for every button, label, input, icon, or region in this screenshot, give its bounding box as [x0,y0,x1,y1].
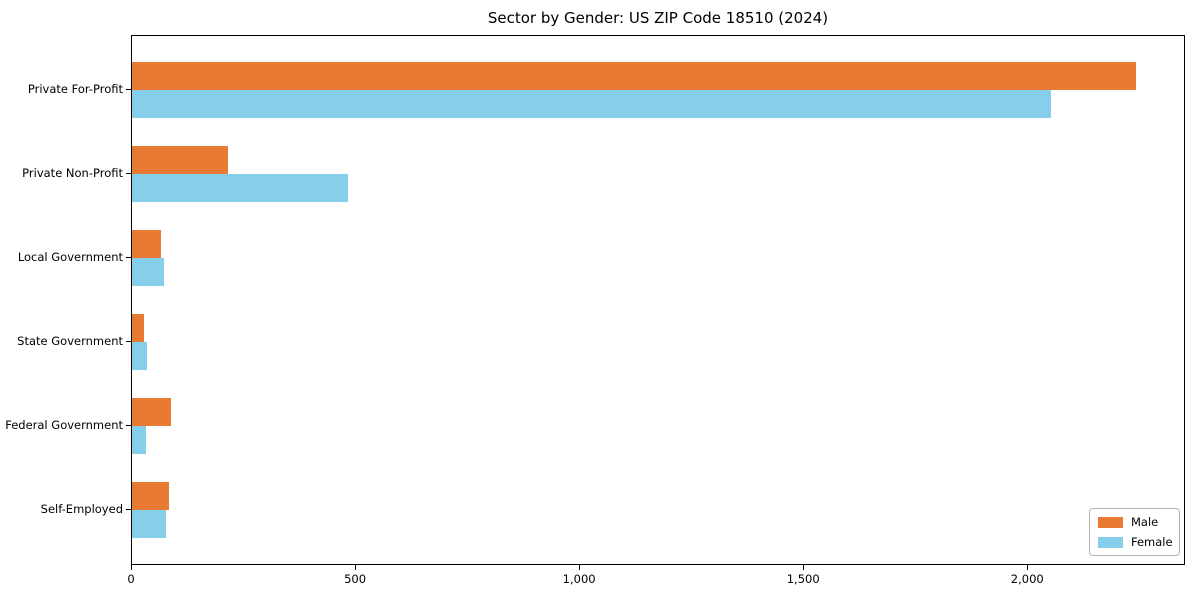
x-axis-tick [355,565,357,570]
legend-label: Male [1131,515,1159,529]
y-axis-tick [126,88,131,90]
bar-female-1 [132,89,1051,118]
chart-title: Sector by Gender: US ZIP Code 18510 (202… [487,9,829,27]
bar-male-3 [132,229,162,258]
x-axis-tick [1027,565,1029,570]
bar-female-4 [132,341,147,370]
legend-label: Female [1131,535,1173,549]
plot-area [131,35,1185,565]
x-axis-tick-label: 1,500 [786,572,820,586]
x-axis-tick [579,565,581,570]
y-axis-category-label: Federal Government [5,417,123,432]
bar-male-6 [132,482,170,510]
bar-female-3 [132,257,165,286]
y-axis-tick [126,256,131,258]
bar-female-6 [132,510,167,538]
bar-male-4 [132,313,144,342]
y-axis-category-label: Private Non-Profit [22,165,123,180]
y-axis-category-label: Self-Employed [40,502,123,516]
bar-female-2 [132,173,348,202]
bar-male-1 [132,61,1136,90]
bar-male-2 [132,145,228,174]
legend-swatch-female [1098,536,1123,548]
y-axis-tick [126,340,131,342]
y-axis-tick [126,424,131,426]
y-axis-category-label: Private For-Profit [27,81,123,96]
x-axis-tick-label: 500 [344,572,367,586]
legend-swatch-male [1098,516,1123,528]
y-axis-tick [126,172,131,174]
y-axis-category-label: State Government [17,333,123,348]
x-axis-tick-label: 1,000 [562,572,596,586]
x-axis-tick [131,565,132,570]
legend-item-female: Female [1098,535,1173,549]
x-axis-tick-label: 2,000 [1010,572,1044,586]
x-axis-tick [803,565,805,570]
bar-male-5 [132,397,171,426]
legend: Male Female [1089,508,1180,556]
bar-female-5 [132,425,146,454]
y-axis-tick [126,509,131,510]
x-axis-tick-label: 0 [127,572,135,586]
legend-item-male: Male [1098,515,1171,529]
y-axis-category-label: Local Government [17,249,123,264]
